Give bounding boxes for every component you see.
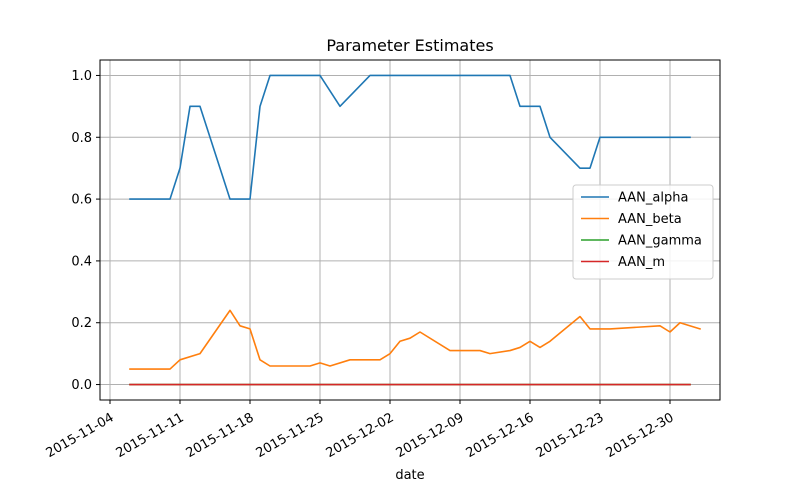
legend-item: AAN_gamma: [581, 234, 702, 249]
legend-label: AAN_m: [618, 255, 665, 270]
y-tick-label: 0.8: [71, 131, 92, 146]
legend-item: AAN_beta: [581, 212, 682, 227]
legend-item: AAN_alpha: [581, 191, 688, 206]
legend-label: AAN_gamma: [618, 234, 702, 249]
x-tick-label: 2015-12-23: [534, 410, 607, 461]
x-tick-label: 2015-11-04: [44, 410, 117, 461]
chart-title: Parameter Estimates: [326, 36, 493, 55]
plot-frame: [99, 59, 721, 401]
legend-box: [572, 184, 714, 280]
x-tick-label: 2015-11-25: [254, 410, 327, 461]
x-tick-label: 2015-12-30: [604, 410, 677, 461]
y-tick-label: 0.0: [71, 378, 92, 393]
x-tick-label: 2015-12-09: [394, 410, 467, 461]
x-axis-label: date: [395, 468, 424, 483]
x-tick-label: 2015-11-18: [184, 410, 257, 461]
x-axis: 2015-11-042015-11-112015-11-182015-11-25…: [44, 400, 677, 461]
x-tick-label: 2015-12-16: [464, 410, 537, 461]
legend-label: AAN_alpha: [618, 191, 688, 206]
y-tick-label: 0.6: [71, 193, 92, 208]
x-tick-label: 2015-11-11: [114, 410, 187, 461]
y-tick-label: 1.0: [71, 69, 92, 84]
y-tick-label: 0.4: [71, 254, 92, 269]
series-lines: [129, 74, 702, 386]
series-line-aan-alpha: [129, 74, 691, 200]
legend-label: AAN_beta: [618, 212, 682, 227]
legend: AAN_alpha AAN_beta AAN_gamma AAN_m: [572, 184, 714, 280]
y-tick-label: 0.2: [71, 316, 92, 331]
series-line-aan-beta: [129, 309, 702, 370]
legend-item: AAN_m: [581, 255, 665, 270]
y-axis: 0.0 0.2 0.4 0.6 0.8 1.0: [71, 69, 100, 393]
x-tick-label: 2015-12-02: [324, 410, 397, 461]
